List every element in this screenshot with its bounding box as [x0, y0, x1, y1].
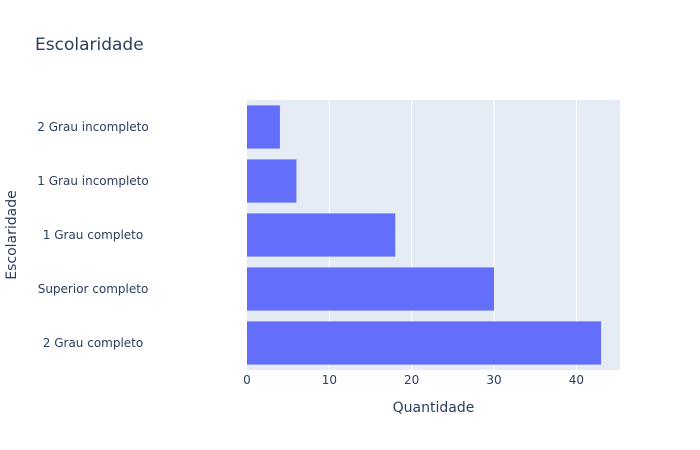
x-tick-label: 30: [486, 373, 501, 387]
x-axis-title: Quantidade: [393, 400, 475, 416]
bar: [247, 321, 602, 365]
chart-title: Escolaridade: [35, 35, 144, 55]
x-tick-label: 10: [322, 373, 337, 387]
x-tick-labels: 0 10 20 30 40: [243, 373, 584, 387]
y-tick-label: Superior completo: [38, 282, 149, 296]
bar: [247, 267, 495, 311]
x-tick-label: 0: [243, 373, 251, 387]
bar: [247, 105, 280, 149]
bar: [247, 213, 396, 257]
y-tick-label: 1 Grau incompleto: [37, 174, 148, 188]
x-tick-label: 20: [404, 373, 419, 387]
y-tick-label: 2 Grau completo: [43, 336, 143, 350]
y-axis-title: Escolaridade: [4, 190, 20, 279]
y-tick-label: 2 Grau incompleto: [37, 120, 148, 134]
y-tick-label: 1 Grau completo: [43, 228, 143, 242]
x-tick-label: 40: [569, 373, 584, 387]
bars: [247, 105, 602, 365]
bar: [247, 159, 297, 203]
y-tick-labels: 2 Grau completo Superior completo 1 Grau c…: [37, 120, 148, 350]
